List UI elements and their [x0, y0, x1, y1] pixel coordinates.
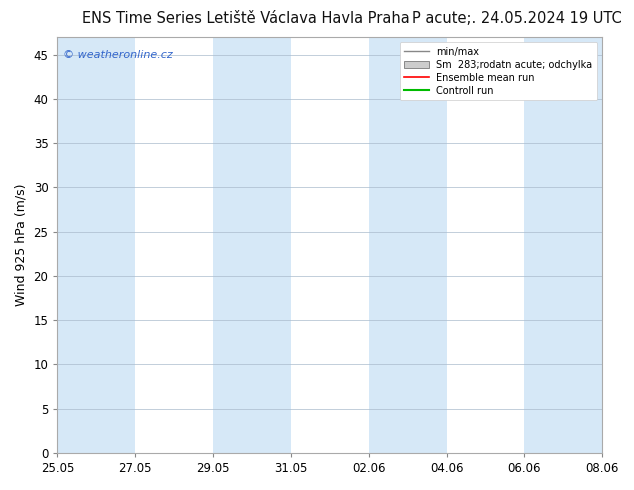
Bar [446, 37, 524, 453]
Bar [524, 37, 602, 453]
Bar [58, 37, 135, 453]
Bar [369, 37, 446, 453]
Text: P acute;. 24.05.2024 19 UTC: P acute;. 24.05.2024 19 UTC [411, 11, 621, 26]
Bar [213, 37, 291, 453]
Bar [135, 37, 213, 453]
Y-axis label: Wind 925 hPa (m/s): Wind 925 hPa (m/s) [15, 184, 28, 306]
Text: © weatheronline.cz: © weatheronline.cz [63, 49, 172, 59]
Bar [291, 37, 369, 453]
Text: ENS Time Series Letiště Václava Havla Praha: ENS Time Series Letiště Václava Havla Pr… [82, 11, 410, 26]
Legend: min/max, Sm  283;rodatn acute; odchylka, Ensemble mean run, Controll run: min/max, Sm 283;rodatn acute; odchylka, … [399, 42, 597, 100]
